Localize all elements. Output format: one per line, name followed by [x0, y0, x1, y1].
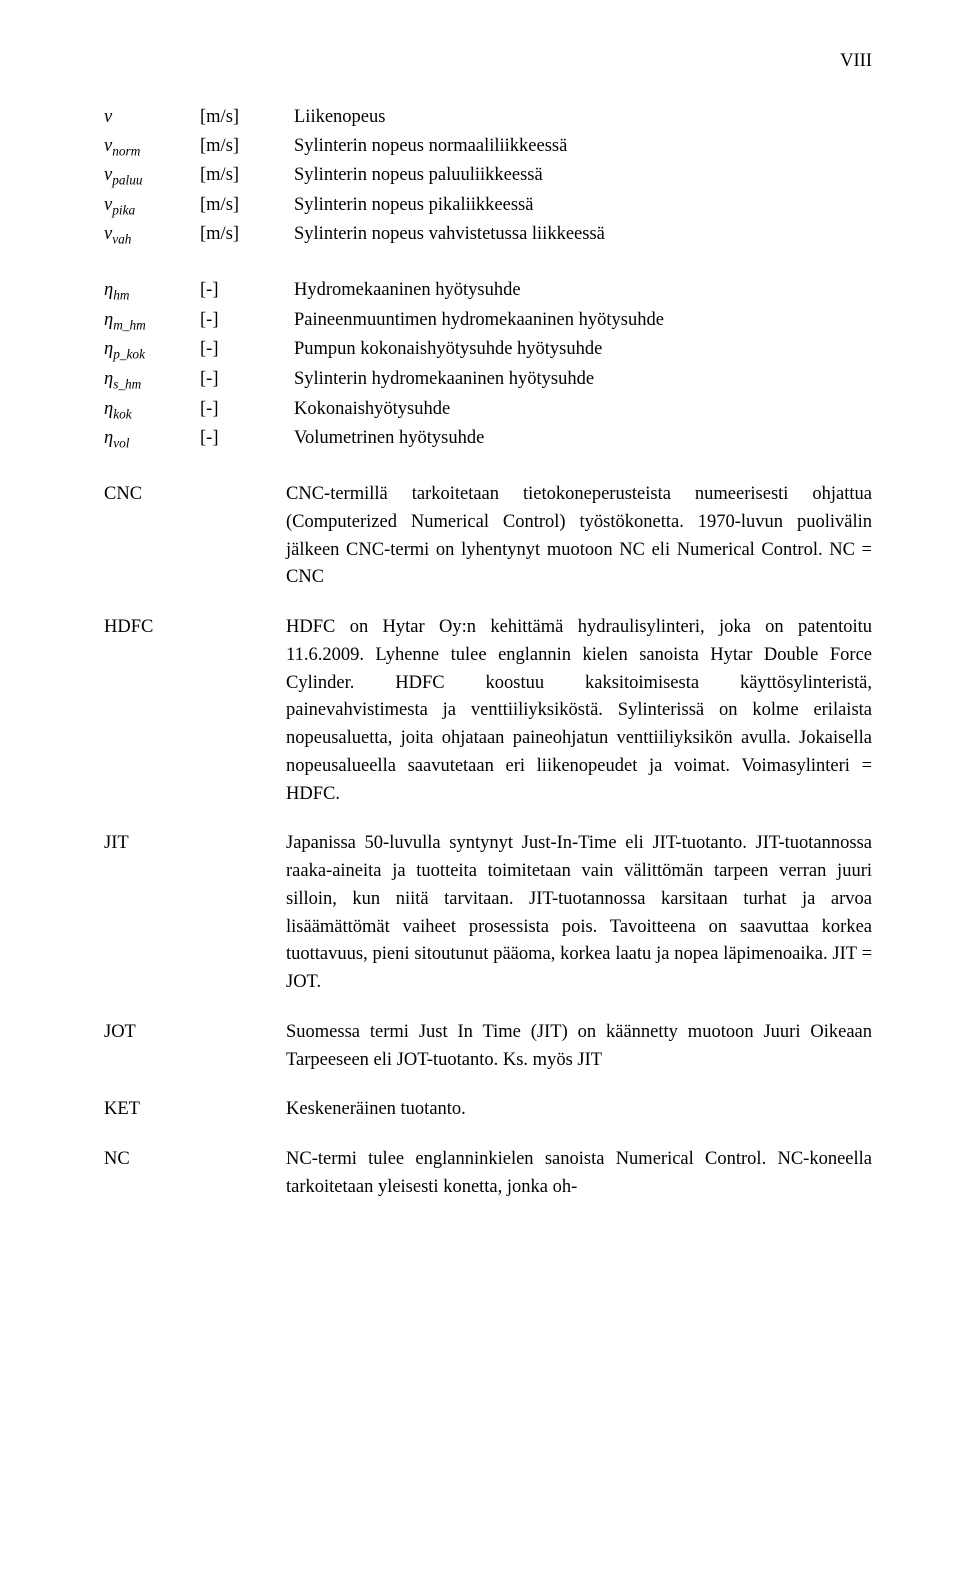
term-definition: Keskeneräinen tuotanto. [286, 1096, 872, 1146]
term-row: CNCCNC-termillä tarkoitetaan tietokonepe… [104, 481, 872, 614]
page-number: VIII [104, 48, 872, 76]
term-definition: CNC-termillä tarkoitetaan tietokoneperus… [286, 481, 872, 614]
symbol-main: v [104, 165, 112, 185]
unit-cell: [-] [200, 366, 294, 396]
term-abbreviation: CNC [104, 481, 286, 614]
symbol-main: η [104, 399, 113, 419]
term-row: JITJapanissa 50-luvulla syntynyt Just-In… [104, 830, 872, 1019]
symbol-subscript: pika [112, 203, 135, 218]
description-cell: Liikenopeus [294, 104, 872, 133]
term-abbreviation: NC [104, 1146, 286, 1224]
symbol-main: v [104, 107, 112, 127]
term-abbreviation: KET [104, 1096, 286, 1146]
symbol-cell: ηp_kok [104, 336, 200, 366]
term-definition: NC-termi tulee englanninkielen sanoista … [286, 1146, 872, 1224]
symbol-row: ηm_hm[-]Paineenmuuntimen hydromekaaninen… [104, 307, 872, 337]
symbol-row: ηs_hm[-]Sylinterin hydromekaaninen hyöty… [104, 366, 872, 396]
symbol-cell: vpaluu [104, 162, 200, 192]
symbol-subscript: s_hm [113, 377, 141, 392]
symbol-subscript: norm [112, 143, 140, 158]
symbol-cell: vvah [104, 221, 200, 251]
symbol-subscript: vol [113, 436, 129, 451]
symbol-row: ηkok[-]Kokonaishyötysuhde [104, 396, 872, 426]
symbol-subscript: paluu [112, 173, 142, 188]
symbol-subscript: p_kok [113, 347, 145, 362]
unit-cell: [-] [200, 336, 294, 366]
unit-cell: [-] [200, 396, 294, 426]
term-row: HDFCHDFC on Hytar Oy:n kehittämä hydraul… [104, 614, 872, 830]
symbol-table-efficiency: ηhm[-]Hydromekaaninen hyötysuhdeηm_hm[-]… [104, 277, 872, 455]
term-row: NCNC-termi tulee englanninkielen sanoist… [104, 1146, 872, 1224]
term-abbreviation: JIT [104, 830, 286, 1019]
symbol-row: vpaluu[m/s]Sylinterin nopeus paluuliikke… [104, 162, 872, 192]
symbol-table-velocity: v[m/s]Liikenopeusvnorm[m/s]Sylinterin no… [104, 104, 872, 251]
symbol-cell: ηs_hm [104, 366, 200, 396]
symbol-subscript: m_hm [113, 317, 146, 332]
symbol-row: ηhm[-]Hydromekaaninen hyötysuhde [104, 277, 872, 307]
symbol-cell: v [104, 104, 200, 133]
symbol-row: vnorm[m/s]Sylinterin nopeus normaaliliik… [104, 133, 872, 163]
symbol-main: η [104, 339, 113, 359]
symbol-main: η [104, 369, 113, 389]
term-row: JOTSuomessa termi Just In Time (JIT) on … [104, 1019, 872, 1097]
unit-cell: [m/s] [200, 104, 294, 133]
symbol-cell: ηm_hm [104, 307, 200, 337]
symbol-row: ηp_kok[-]Pumpun kokonaishyötysuhde hyöty… [104, 336, 872, 366]
symbol-cell: vpika [104, 192, 200, 222]
symbol-row: vvah[m/s]Sylinterin nopeus vahvistetussa… [104, 221, 872, 251]
symbol-main: η [104, 428, 113, 448]
term-row: KETKeskeneräinen tuotanto. [104, 1096, 872, 1146]
description-cell: Paineenmuuntimen hydromekaaninen hyötysu… [294, 307, 872, 337]
term-abbreviation: JOT [104, 1019, 286, 1097]
unit-cell: [-] [200, 277, 294, 307]
terms-table: CNCCNC-termillä tarkoitetaan tietokonepe… [104, 481, 872, 1224]
description-cell: Pumpun kokonaishyötysuhde hyötysuhde [294, 336, 872, 366]
symbol-cell: vnorm [104, 133, 200, 163]
unit-cell: [m/s] [200, 221, 294, 251]
term-definition: HDFC on Hytar Oy:n kehittämä hydraulisyl… [286, 614, 872, 830]
symbol-row: v [m/s]Liikenopeus [104, 104, 872, 133]
symbol-main: v [104, 224, 112, 244]
symbol-subscript: kok [113, 406, 131, 421]
term-definition: Japanissa 50-luvulla syntynyt Just-In-Ti… [286, 830, 872, 1019]
symbol-cell: ηvol [104, 425, 200, 455]
description-cell: Sylinterin hydromekaaninen hyötysuhde [294, 366, 872, 396]
unit-cell: [-] [200, 425, 294, 455]
symbol-main: η [104, 280, 113, 300]
symbol-row: ηvol[-]Volumetrinen hyötysuhde [104, 425, 872, 455]
description-cell: Sylinterin nopeus paluuliikkeessä [294, 162, 872, 192]
symbol-subscript: hm [113, 288, 129, 303]
unit-cell: [-] [200, 307, 294, 337]
symbol-main: η [104, 310, 113, 330]
term-abbreviation: HDFC [104, 614, 286, 830]
description-cell: Hydromekaaninen hyötysuhde [294, 277, 872, 307]
unit-cell: [m/s] [200, 192, 294, 222]
symbol-main: v [104, 136, 112, 156]
symbol-main: v [104, 195, 112, 215]
term-definition: Suomessa termi Just In Time (JIT) on kää… [286, 1019, 872, 1097]
description-cell: Volumetrinen hyötysuhde [294, 425, 872, 455]
symbol-row: vpika[m/s]Sylinterin nopeus pikaliikkees… [104, 192, 872, 222]
description-cell: Sylinterin nopeus normaaliliikkeessä [294, 133, 872, 163]
description-cell: Sylinterin nopeus pikaliikkeessä [294, 192, 872, 222]
description-cell: Sylinterin nopeus vahvistetussa liikkees… [294, 221, 872, 251]
description-cell: Kokonaishyötysuhde [294, 396, 872, 426]
symbol-subscript: vah [112, 232, 131, 247]
symbol-cell: ηhm [104, 277, 200, 307]
symbol-cell: ηkok [104, 396, 200, 426]
unit-cell: [m/s] [200, 133, 294, 163]
document-page: VIII v[m/s]Liikenopeusvnorm[m/s]Sylinter… [0, 0, 960, 1256]
unit-cell: [m/s] [200, 162, 294, 192]
